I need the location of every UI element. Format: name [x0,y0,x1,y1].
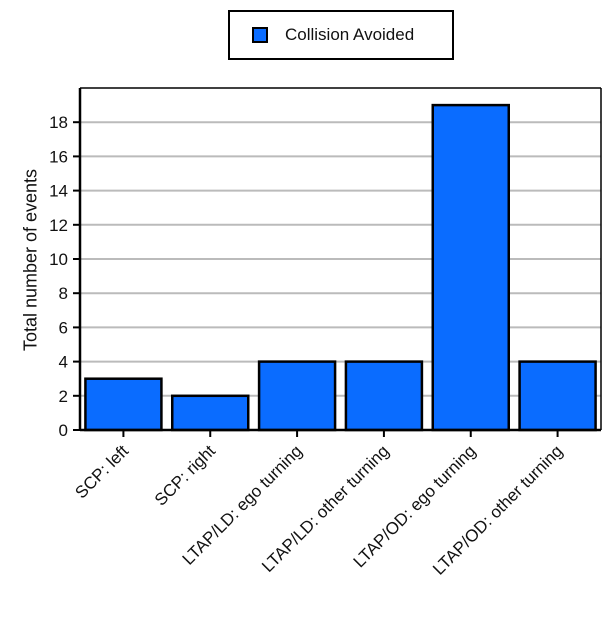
legend-swatch-collision-avoided [252,27,268,43]
y-tick-label-2: 2 [59,387,68,406]
legend: Collision Avoided [228,10,454,60]
y-tick-label-8: 8 [59,284,68,303]
bar-2 [257,360,337,432]
bar-4 [431,103,510,432]
legend-label-collision-avoided: Collision Avoided [285,25,415,44]
y-tick-label-14: 14 [49,182,68,201]
y-tick-label-16: 16 [49,147,68,166]
bar-0 [84,377,163,432]
x-tick-label-1: SCP: right [151,441,219,509]
bar-5 [518,360,597,432]
bar-3 [344,360,424,432]
x-tick-label-0: SCP: left [71,441,132,502]
y-tick-label-18: 18 [49,113,68,132]
y-tick-label-6: 6 [59,318,68,337]
y-tick-label-4: 4 [59,353,68,372]
bar-1 [171,394,250,432]
y-tick-label-10: 10 [49,250,68,269]
y-tick-label-0: 0 [59,421,68,440]
y-tick-label-12: 12 [49,216,68,235]
